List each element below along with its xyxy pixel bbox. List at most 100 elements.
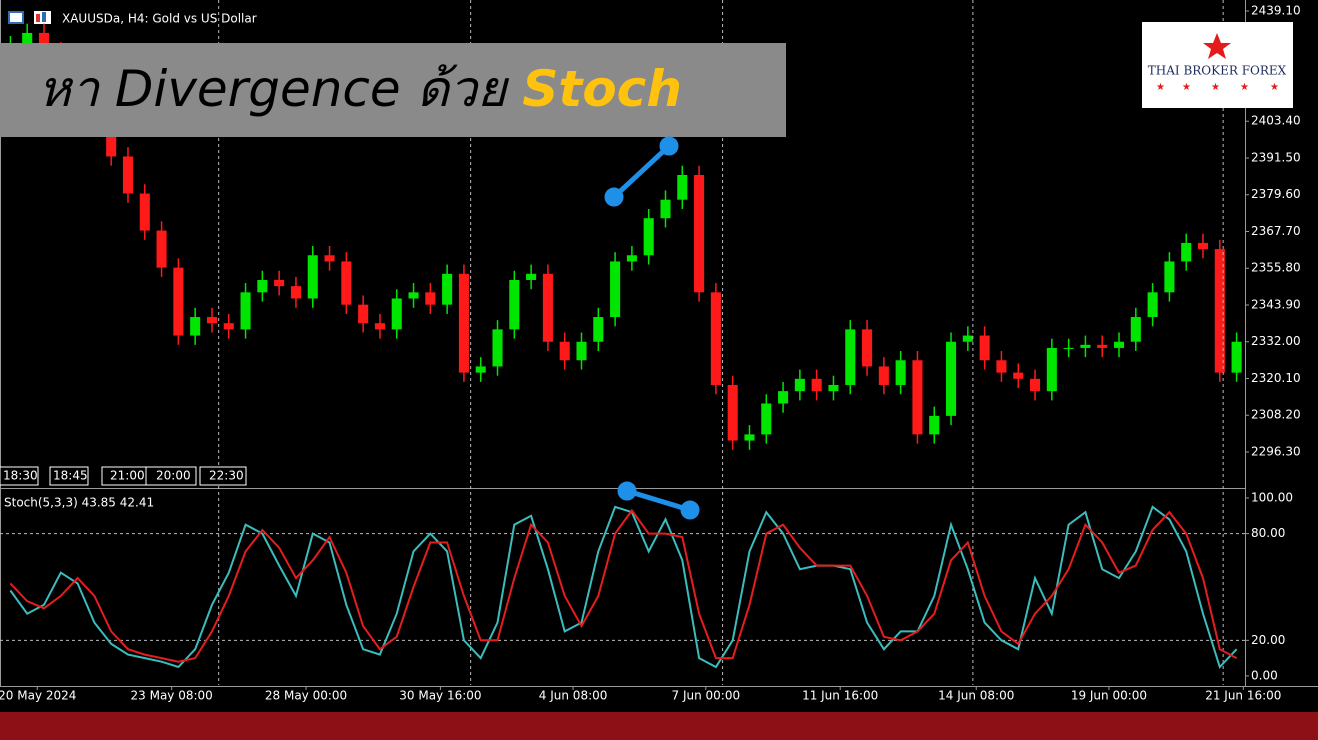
y-tick-label: 2403.40 xyxy=(1251,114,1301,128)
candle-body xyxy=(240,292,251,330)
candle-body xyxy=(1013,372,1024,379)
y-tick-label: 2308.20 xyxy=(1251,408,1301,422)
candle-body xyxy=(1113,341,1125,348)
candle-body xyxy=(895,360,906,385)
candle-body xyxy=(274,279,285,287)
y-tick-label: 0.00 xyxy=(1251,668,1278,682)
divergence-lines xyxy=(604,136,700,520)
candle-body xyxy=(761,403,772,435)
candle-body xyxy=(778,391,789,404)
candle-body xyxy=(1181,242,1192,262)
candle-body xyxy=(610,261,621,318)
candle-body xyxy=(408,292,419,299)
symbol-icon xyxy=(8,11,51,24)
logo-text: THAI BROKER FOREX xyxy=(1148,64,1287,78)
candle-body xyxy=(694,174,705,293)
candle-body xyxy=(946,341,957,416)
y-tick-label: 2343.90 xyxy=(1251,297,1301,311)
candle-body xyxy=(862,329,873,367)
candle-body xyxy=(979,335,990,361)
chart-title: XAUUSDa, H4: Gold vs US Dollar xyxy=(62,12,257,26)
candle-body xyxy=(1197,242,1209,250)
y-tick-label: 2320.10 xyxy=(1251,371,1301,385)
candle-body xyxy=(1097,344,1108,348)
x-tick-label: 4 Jun 08:00 xyxy=(539,689,608,703)
candle-body xyxy=(173,267,184,336)
candle-body xyxy=(358,304,369,324)
y-tick-label: 2439.10 xyxy=(1251,3,1301,17)
candle-body xyxy=(912,360,923,435)
x-tick-label: 21 Jun 16:00 xyxy=(1205,689,1281,703)
svg-text:★: ★ xyxy=(1182,82,1191,93)
stoch-line xyxy=(9,505,1238,669)
candle-body xyxy=(710,292,721,385)
candle-body xyxy=(341,261,352,305)
candle-body xyxy=(458,273,469,373)
time-label: 20:00 xyxy=(156,469,191,483)
indicator-title: Stoch(5,3,3) 43.85 42.41 xyxy=(4,496,154,510)
x-tick-label: 20 May 2024 xyxy=(0,689,76,703)
candle-body xyxy=(22,32,33,46)
candle-body xyxy=(206,317,218,324)
candle-body xyxy=(290,286,301,299)
x-tick-label: 30 May 16:00 xyxy=(399,689,481,703)
candle-body xyxy=(391,298,402,330)
candle-body xyxy=(122,156,134,194)
candle-body xyxy=(190,317,201,336)
candle-body xyxy=(139,193,150,231)
candle-body xyxy=(542,273,553,342)
logo: THAI BROKER FOREX ★ ★ ★ ★ ★ xyxy=(1142,22,1293,108)
candle-body xyxy=(324,255,335,262)
candle-body xyxy=(794,378,805,392)
candle-body xyxy=(1164,261,1175,293)
candle-body xyxy=(38,32,50,52)
x-tick-label: 7 Jun 00:00 xyxy=(672,689,741,703)
y-tick-label: 2355.80 xyxy=(1251,261,1301,275)
x-tick-label: 19 Jun 00:00 xyxy=(1071,689,1147,703)
candle-body xyxy=(509,279,520,330)
candle-body xyxy=(223,323,234,330)
y-tick-label: 2332.00 xyxy=(1251,334,1301,348)
svg-text:★: ★ xyxy=(1240,82,1249,93)
candle-body xyxy=(1231,341,1242,373)
candle-body xyxy=(492,329,503,367)
candle-body xyxy=(475,366,486,373)
stoch-line xyxy=(9,508,1238,663)
banner-text: หา Divergence ด้วย xyxy=(38,60,510,118)
candle-body xyxy=(727,384,738,441)
candle-body xyxy=(811,378,822,392)
y-tick-label: 80.00 xyxy=(1251,526,1285,540)
time-label: 21:00 xyxy=(110,469,145,483)
candle-body xyxy=(744,434,755,441)
candle-body xyxy=(660,199,671,219)
candle-body xyxy=(374,323,385,330)
banner-title: หา Divergence ด้วย Stoch xyxy=(38,60,682,118)
candle-body xyxy=(828,384,839,392)
time-label: 18:30 xyxy=(3,469,38,483)
y-tick-label: 2379.60 xyxy=(1251,187,1301,201)
candle-body xyxy=(1214,249,1225,373)
candle-body xyxy=(307,255,318,299)
candle-body xyxy=(1080,344,1091,348)
footer-band xyxy=(0,712,1318,740)
y-tick-label: 2296.30 xyxy=(1251,444,1301,458)
time-label: 22:30 xyxy=(209,469,244,483)
candle-body xyxy=(626,255,637,262)
candle-body xyxy=(643,218,654,256)
y-tick-label: 100.00 xyxy=(1251,491,1293,505)
time-label: 18:45 xyxy=(53,469,88,483)
candle-body xyxy=(929,415,940,435)
candle-body xyxy=(559,341,570,361)
candle-body xyxy=(1046,347,1057,392)
candle-body xyxy=(442,273,453,305)
candle-body xyxy=(156,230,167,268)
candle-body xyxy=(257,279,268,293)
x-tick-label: 14 Jun 08:00 xyxy=(938,689,1014,703)
candle-body xyxy=(1130,317,1141,342)
y-tick-label: 2367.70 xyxy=(1251,224,1301,238)
banner-highlight: Stoch xyxy=(522,60,682,118)
candle-body xyxy=(593,317,604,342)
banner xyxy=(0,43,786,137)
